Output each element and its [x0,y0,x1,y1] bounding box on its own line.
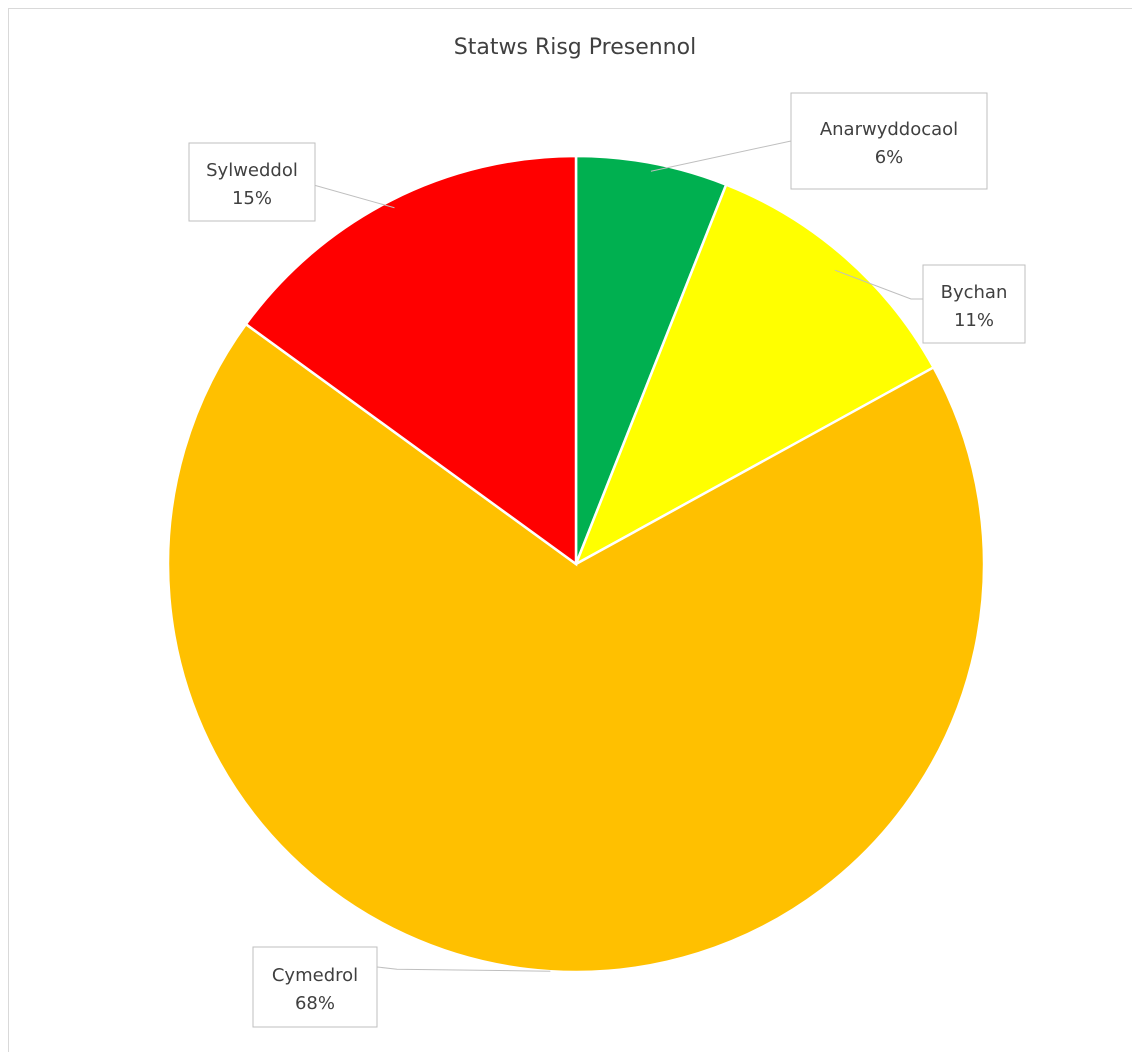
data-label-bychan: Bychan 11% [922,264,1026,344]
leader-line-anarwyddocaol [650,140,792,172]
pie-slice-bychan [573,183,936,567]
data-label-box [188,142,316,222]
pie-chart: Statws Risg Presennol Anarwyddocaol 6% Byc… [166,35,1026,1028]
pie-slices [166,154,986,974]
data-label-box [790,92,988,190]
pie-slice-anarwyddocaol [574,154,728,565]
data-label-category: Cymedrol [272,965,358,986]
data-label-anarwyddocaol: Anarwyddocaol 6% [790,92,988,190]
chart-title: Statws Risg Presennol [454,35,696,60]
data-label-category: Anarwyddocaol [820,119,958,140]
data-label-category: Sylweddol [206,160,298,181]
pie-slice-sylweddol [244,154,578,567]
chart-area: Statws Risg Presennol Anarwyddocaol 6% Byc… [8,8,1132,1052]
data-label-cymedrol: Cymedrol 68% [252,946,378,1028]
data-label-box [922,264,1026,344]
data-label-percent: 6% [875,147,904,168]
data-label-sylweddol: Sylweddol 15% [188,142,316,222]
data-label-percent: 15% [232,188,272,209]
data-labels: Anarwyddocaol 6% Bychan 11% Cymedrol 68% Sylwe… [188,92,1026,1028]
data-label-percent: 11% [954,310,994,331]
leader-line-cymedrol [376,966,551,972]
data-label-box [252,946,378,1028]
leader-line-bychan [834,269,923,300]
data-label-percent: 68% [295,993,335,1014]
pie-slice-cymedrol [166,322,986,974]
data-label-category: Bychan [941,282,1008,303]
leader-line-sylweddol [302,181,395,209]
